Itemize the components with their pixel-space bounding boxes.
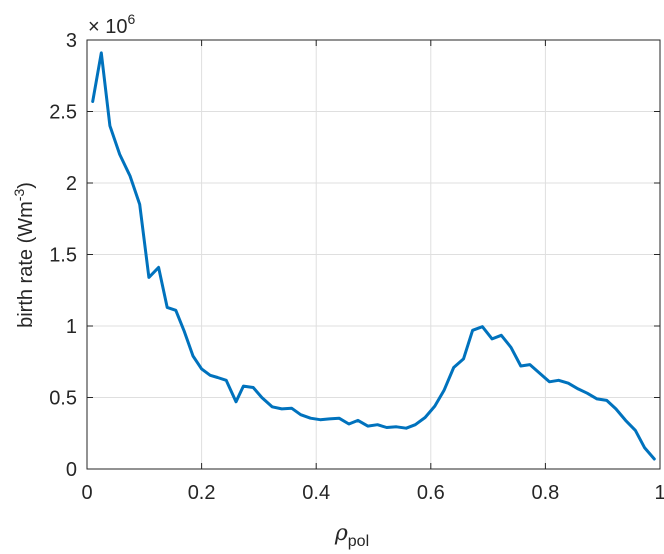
exponent-label: × 106: [88, 11, 135, 38]
y-axis-label: birth rate (Wm-3): [11, 182, 37, 328]
x-tick-label: 0.4: [302, 482, 330, 504]
tick-labels: 0 0.2 0.4 0.6 0.8 1 0 0.5 1 1.5 2 2.5 3: [49, 30, 664, 504]
y-tick-label: 1.5: [49, 245, 77, 267]
y-tick-label: 0: [66, 459, 77, 481]
series-line: [91, 51, 656, 461]
y-axis-label-superscript: -3: [11, 189, 27, 202]
x-tick-label: 0.8: [531, 482, 559, 504]
y-tick-label: 1: [66, 316, 77, 338]
x-tick-label: 0.2: [188, 482, 216, 504]
x-axis-label-main: ρ: [334, 521, 348, 546]
y-tick-label: 2.5: [49, 102, 77, 124]
exponent-base: × 10: [88, 16, 127, 38]
y-tick-label: 3: [66, 30, 77, 52]
grid: [86, 39, 661, 470]
y-tick-label: 2: [66, 173, 77, 195]
x-axis-label-subscript: pol: [348, 533, 369, 550]
x-axis-label: ρpol: [334, 521, 369, 550]
x-tick-label: 0.6: [417, 482, 445, 504]
exponent-superscript: 6: [127, 11, 135, 27]
x-tick-label: 0: [81, 482, 92, 504]
ticks: [86, 39, 661, 470]
y-axis-label-main: birth rate (Wm: [15, 201, 37, 328]
y-axis-label-close: ): [15, 182, 37, 189]
x-tick-label: 1: [654, 482, 664, 504]
y-tick-label: 0.5: [49, 388, 77, 410]
